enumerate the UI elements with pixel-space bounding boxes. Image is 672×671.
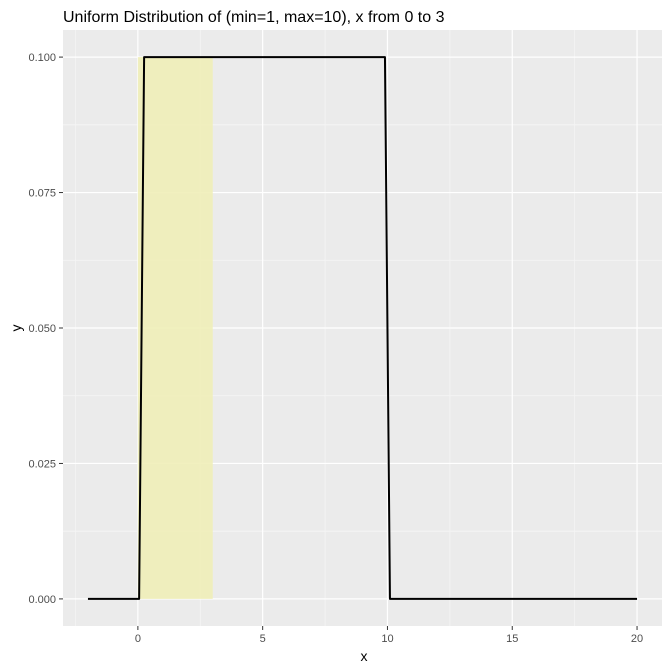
series-line xyxy=(87,56,638,600)
x-tick-label: 10 xyxy=(381,633,393,645)
y-tick-label: 0.050 xyxy=(28,323,56,335)
x-tick-label: 15 xyxy=(506,633,518,645)
y-tick-label: 0.000 xyxy=(28,594,56,606)
x-tick-label: 5 xyxy=(260,633,266,645)
shaded-region xyxy=(137,57,213,599)
x-tick-labels: 0 5 10 15 20 xyxy=(135,633,643,645)
y-tick-label: 0.100 xyxy=(28,52,56,64)
y-tick-label: 0.075 xyxy=(28,188,56,200)
y-axis-label: y xyxy=(8,325,24,332)
x-tick-label: 0 xyxy=(135,633,141,645)
x-axis-label: x xyxy=(361,648,368,664)
chart-title: Uniform Distribution of (min=1, max=10),… xyxy=(63,9,445,26)
y-tick-label: 0.025 xyxy=(28,458,56,470)
axis-ticks xyxy=(59,56,638,630)
x-tick-label: 20 xyxy=(631,633,643,645)
y-tick-labels: 0.000 0.025 0.050 0.075 0.100 xyxy=(28,52,56,606)
